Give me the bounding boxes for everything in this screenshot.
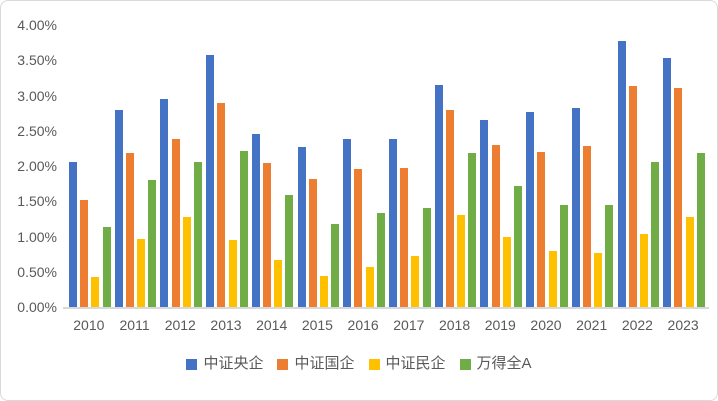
legend-swatch-icon (459, 358, 471, 370)
bar-中证央企-2021 (571, 108, 580, 307)
bar-中证国企-2013 (217, 102, 226, 307)
x-axis-tick-label: 2011 (119, 317, 150, 333)
bar-中证央企-2022 (617, 41, 626, 307)
bar-万得全A-2019 (514, 185, 523, 307)
bar-中证国企-2014 (263, 163, 272, 307)
bar-中证民企-2014 (274, 260, 283, 307)
bar-中证央企-2016 (343, 139, 352, 307)
bar-中证国企-2016 (354, 168, 363, 307)
x-axis-tick-label: 2014 (256, 317, 288, 333)
bar-中证民企-2019 (502, 236, 511, 307)
legend-swatch-icon (368, 358, 380, 370)
bar-万得全A-2013 (239, 151, 248, 307)
bar-中证央企-2018 (434, 84, 443, 307)
bar-中证民企-2021 (594, 253, 603, 307)
bar-中证民企-2015 (319, 275, 328, 307)
bar-中证央企-2017 (389, 139, 397, 307)
x-axis-tick-label: 2022 (621, 317, 653, 333)
bar-万得全A-2021 (605, 205, 614, 307)
legend-item-中证央企: 中证央企 (186, 355, 263, 373)
bar-万得全A-2022 (651, 162, 660, 307)
bar-万得全A-2023 (696, 152, 705, 307)
legend-item-中证国企: 中证国企 (277, 355, 355, 373)
bar-中证央企-2019 (480, 120, 489, 307)
y-axis-tick-label: 1.00% (17, 228, 57, 245)
bar-万得全A-2010 (102, 227, 111, 307)
chart-legend: 中证央企 中证国企 中证民企 万得全A (1, 355, 717, 373)
bar-万得全A-2016 (376, 213, 385, 307)
x-axis-tick-label: 2016 (347, 317, 379, 333)
bar-中证国企-2018 (445, 109, 454, 307)
x-axis-tick-label: 2018 (438, 317, 471, 333)
bar-中证民企-2010 (91, 277, 100, 307)
bar-万得全A-2014 (285, 194, 294, 307)
bar-中证国企-2010 (80, 199, 89, 307)
bar-中证国企-2020 (537, 151, 546, 307)
legend-item-万得全A: 万得全A (459, 355, 532, 373)
x-axis-tick-label: 2020 (530, 317, 562, 333)
bar-万得全A-2017 (422, 208, 431, 307)
bar-万得全A-2018 (468, 152, 477, 307)
x-axis-tick-label: 2012 (164, 317, 196, 333)
bar-中证国企-2011 (125, 153, 134, 307)
bar-万得全A-2015 (331, 223, 340, 307)
bar-万得全A-2011 (148, 180, 157, 307)
x-axis-tick-label: 2015 (301, 317, 333, 333)
bar-中证央企-2015 (297, 146, 306, 307)
bar-中证国企-2015 (308, 178, 317, 307)
y-axis-tick-label: 2.50% (17, 122, 57, 139)
bar-中证央企-2012 (160, 99, 169, 307)
legend-label: 中证国企 (294, 355, 355, 372)
bar-中证民企-2018 (457, 214, 466, 307)
legend-item-中证民企: 中证民企 (368, 355, 446, 373)
bar-中证民企-2012 (182, 216, 191, 307)
plot-area (66, 25, 706, 307)
y-axis-tick-label: 4.00% (17, 17, 57, 33)
bar-中证国企-2017 (400, 168, 409, 307)
bar-万得全A-2012 (194, 161, 203, 307)
bar-中证民企-2022 (639, 234, 648, 307)
bar-中证央企-2011 (114, 109, 123, 307)
x-axis-tick-label: 2023 (667, 317, 699, 333)
bar-中证央企-2023 (663, 58, 672, 307)
x-axis-tick-label: 2013 (210, 317, 242, 333)
y-axis-tick-label: 0.50% (17, 263, 57, 280)
legend-label: 中证民企 (385, 355, 446, 372)
bar-万得全A-2020 (559, 204, 568, 307)
bar-中证国企-2019 (491, 144, 500, 307)
legend-swatch-icon (186, 358, 198, 370)
x-axis-tick-label: 2010 (73, 317, 105, 333)
bar-中证民企-2011 (137, 238, 146, 307)
x-axis-tick-label: 2019 (484, 317, 516, 333)
bar-中证民企-2017 (411, 256, 420, 307)
bar-中证央企-2020 (526, 111, 535, 307)
y-axis-tick-label: 1.50% (17, 193, 57, 210)
bar-中证民企-2016 (365, 266, 374, 307)
bar-中证民企-2023 (685, 217, 694, 307)
bar-中证民企-2020 (548, 251, 557, 307)
x-axis-tick-label: 2021 (576, 317, 608, 333)
bar-中证国企-2021 (583, 146, 592, 307)
y-axis-tick-label: 3.50% (17, 52, 57, 69)
legend-swatch-icon (277, 358, 289, 370)
bar-中证央企-2013 (206, 54, 215, 307)
bar-中证民企-2013 (228, 240, 237, 307)
y-axis-tick-label: 2.00% (17, 158, 57, 174)
bar-中证央企-2014 (251, 133, 260, 307)
bar-中证国企-2012 (171, 139, 180, 307)
x-axis-tick-label: 2017 (393, 317, 425, 333)
bar-中证国企-2023 (674, 87, 683, 307)
legend-label: 中证央企 (203, 355, 264, 372)
legend-label: 万得全A (476, 355, 532, 372)
x-axis-line (63, 307, 709, 309)
y-axis-tick-label: 0.00% (17, 299, 57, 315)
bar-中证央企-2010 (69, 162, 77, 307)
y-axis-tick-label: 3.00% (17, 87, 57, 104)
bar-中证国企-2022 (628, 85, 637, 307)
